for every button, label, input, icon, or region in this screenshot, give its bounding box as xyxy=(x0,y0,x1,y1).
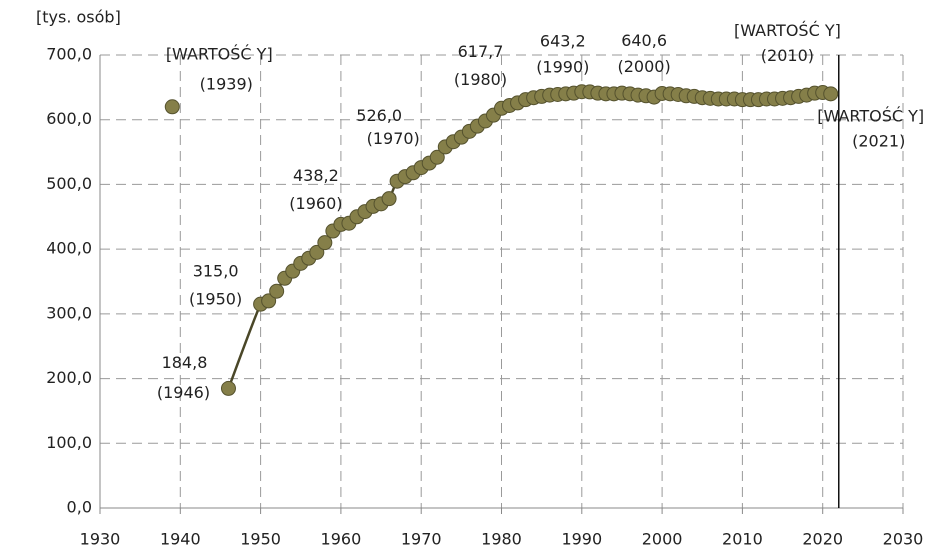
y-tick-label: 200,0 xyxy=(46,368,92,387)
y-tick-label: 700,0 xyxy=(46,45,92,64)
y-tick-label: 600,0 xyxy=(46,109,92,128)
y-tick-label: 300,0 xyxy=(46,303,92,322)
y-tick-label: 400,0 xyxy=(46,239,92,258)
data-label: (1970) xyxy=(367,129,420,148)
x-tick-label: 1950 xyxy=(240,530,281,549)
data-label: 438,2 xyxy=(293,166,339,185)
data-label: 184,8 xyxy=(162,353,208,372)
data-label: 640,6 xyxy=(621,31,667,50)
marker xyxy=(164,99,180,115)
data-label: 643,2 xyxy=(540,31,586,50)
x-tick-label: 1930 xyxy=(80,530,121,549)
marker xyxy=(381,191,397,207)
data-label: (1990) xyxy=(536,57,589,76)
y-tick-label: 0,0 xyxy=(67,498,92,517)
data-label: [WARTOŚĆ Y] xyxy=(734,21,841,40)
x-tick-label: 1980 xyxy=(481,530,522,549)
x-tick-label: 1970 xyxy=(401,530,442,549)
x-tick-label: 1940 xyxy=(160,530,201,549)
data-label: 526,0 xyxy=(356,106,402,125)
data-label: 315,0 xyxy=(193,262,239,281)
x-tick-label: 2020 xyxy=(802,530,843,549)
y-tick-label: 100,0 xyxy=(46,433,92,452)
marker xyxy=(269,283,285,299)
data-label: [WARTOŚĆ Y] xyxy=(817,106,924,125)
data-label: (2000) xyxy=(617,57,670,76)
marker xyxy=(317,235,333,251)
data-label: 617,7 xyxy=(458,42,504,61)
marker xyxy=(220,380,236,396)
marker xyxy=(309,244,325,260)
data-label: (1950) xyxy=(189,290,242,309)
marker xyxy=(429,149,445,165)
x-tick-label: 2030 xyxy=(883,530,924,549)
x-tick-label: 1960 xyxy=(321,530,362,549)
data-label: (1980) xyxy=(454,70,507,89)
x-tick-label: 2010 xyxy=(722,530,763,549)
marker xyxy=(261,293,277,309)
x-tick-label: 2000 xyxy=(642,530,683,549)
x-tick-label: 1990 xyxy=(561,530,602,549)
y-axis-label: [tys. osób] xyxy=(36,8,121,27)
y-tick-label: 500,0 xyxy=(46,174,92,193)
data-label: [WARTOŚĆ Y] xyxy=(166,44,273,63)
data-label: (1946) xyxy=(157,383,210,402)
data-label: (2010) xyxy=(761,46,814,65)
marker xyxy=(823,86,839,102)
data-label: (1960) xyxy=(289,194,342,213)
data-label: (2021) xyxy=(852,131,905,150)
data-label: (1939) xyxy=(200,74,253,93)
